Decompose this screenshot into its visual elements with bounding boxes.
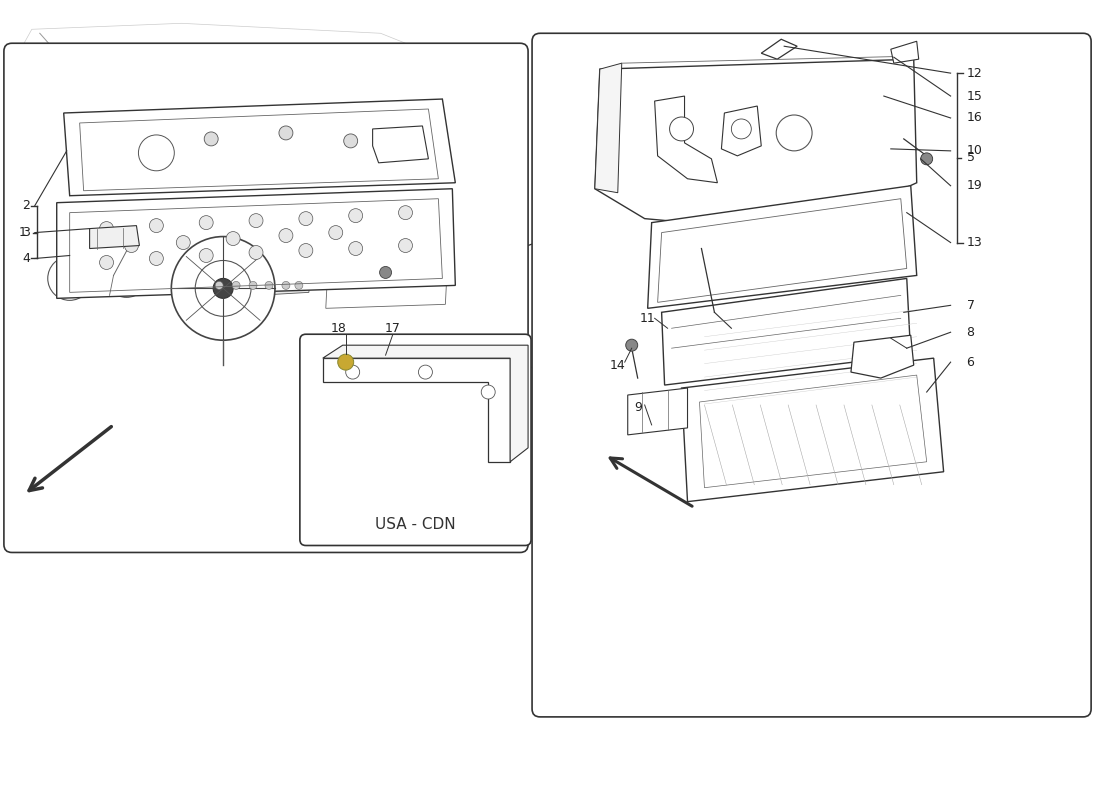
Circle shape [139,135,174,170]
Circle shape [265,282,273,290]
Circle shape [398,238,412,253]
Polygon shape [57,189,455,298]
Circle shape [124,238,139,253]
Circle shape [279,126,293,140]
Circle shape [199,216,213,230]
Polygon shape [761,39,798,59]
Circle shape [176,235,190,250]
Text: 8: 8 [967,326,975,338]
Circle shape [626,339,638,351]
Text: 14: 14 [609,358,626,372]
Polygon shape [16,23,462,455]
Circle shape [349,242,363,255]
FancyBboxPatch shape [532,34,1091,717]
Circle shape [150,218,163,233]
Polygon shape [199,242,321,302]
Polygon shape [24,249,189,306]
Text: 15: 15 [967,90,982,102]
Text: 1: 1 [19,226,26,239]
Text: 16: 16 [967,111,982,125]
Text: 3: 3 [22,226,30,239]
Polygon shape [205,246,312,278]
Polygon shape [722,106,761,156]
Circle shape [114,263,139,287]
Polygon shape [851,335,914,378]
Text: 2: 2 [22,199,30,212]
Circle shape [349,209,363,222]
Polygon shape [319,241,455,312]
Polygon shape [89,226,140,249]
Polygon shape [595,63,621,193]
Polygon shape [205,273,311,298]
Circle shape [232,282,240,290]
Text: 4: 4 [22,252,30,265]
Text: 18: 18 [331,322,346,335]
Polygon shape [373,126,428,163]
Circle shape [100,255,113,270]
Text: 13: 13 [967,236,982,249]
Polygon shape [322,345,528,462]
Polygon shape [661,278,911,385]
Polygon shape [322,358,510,462]
Circle shape [172,237,275,340]
Circle shape [216,282,223,290]
Circle shape [195,261,251,316]
Polygon shape [595,59,916,229]
FancyBboxPatch shape [300,334,531,546]
Text: 6: 6 [967,356,975,369]
Circle shape [282,282,290,290]
Circle shape [100,222,113,235]
Text: 19: 19 [967,179,982,192]
Circle shape [205,132,218,146]
Circle shape [299,212,312,226]
Circle shape [732,119,751,139]
Circle shape [329,226,343,239]
Circle shape [104,254,148,298]
Text: 10: 10 [967,144,982,158]
Circle shape [379,266,392,278]
Text: a passion for parts since 1985: a passion for parts since 1985 [256,339,644,560]
Circle shape [338,354,354,370]
Polygon shape [682,358,944,502]
Polygon shape [20,238,459,322]
Circle shape [299,243,312,258]
Polygon shape [64,99,455,196]
Text: USA - CDN: USA - CDN [375,517,455,532]
Text: 7: 7 [967,299,975,312]
Circle shape [777,115,812,151]
Circle shape [921,153,933,165]
Circle shape [249,214,263,228]
Circle shape [150,251,163,266]
Polygon shape [628,388,688,435]
Polygon shape [891,42,918,63]
Text: 5: 5 [967,151,975,164]
Polygon shape [654,96,717,182]
Polygon shape [648,186,916,308]
FancyBboxPatch shape [4,43,528,553]
Text: 17: 17 [385,322,400,335]
Circle shape [249,246,263,259]
Text: 11: 11 [640,312,656,325]
Circle shape [670,117,693,141]
Circle shape [345,365,360,379]
Circle shape [199,249,213,262]
Circle shape [279,229,293,242]
Polygon shape [10,22,465,460]
Text: 12: 12 [967,66,982,80]
Circle shape [343,134,358,148]
Text: 9: 9 [634,402,641,414]
Circle shape [227,231,240,246]
Circle shape [47,257,91,300]
Circle shape [249,282,257,290]
Circle shape [213,278,233,298]
Circle shape [398,206,412,220]
Circle shape [481,385,495,399]
Circle shape [295,282,302,290]
Circle shape [418,365,432,379]
Circle shape [57,266,81,290]
